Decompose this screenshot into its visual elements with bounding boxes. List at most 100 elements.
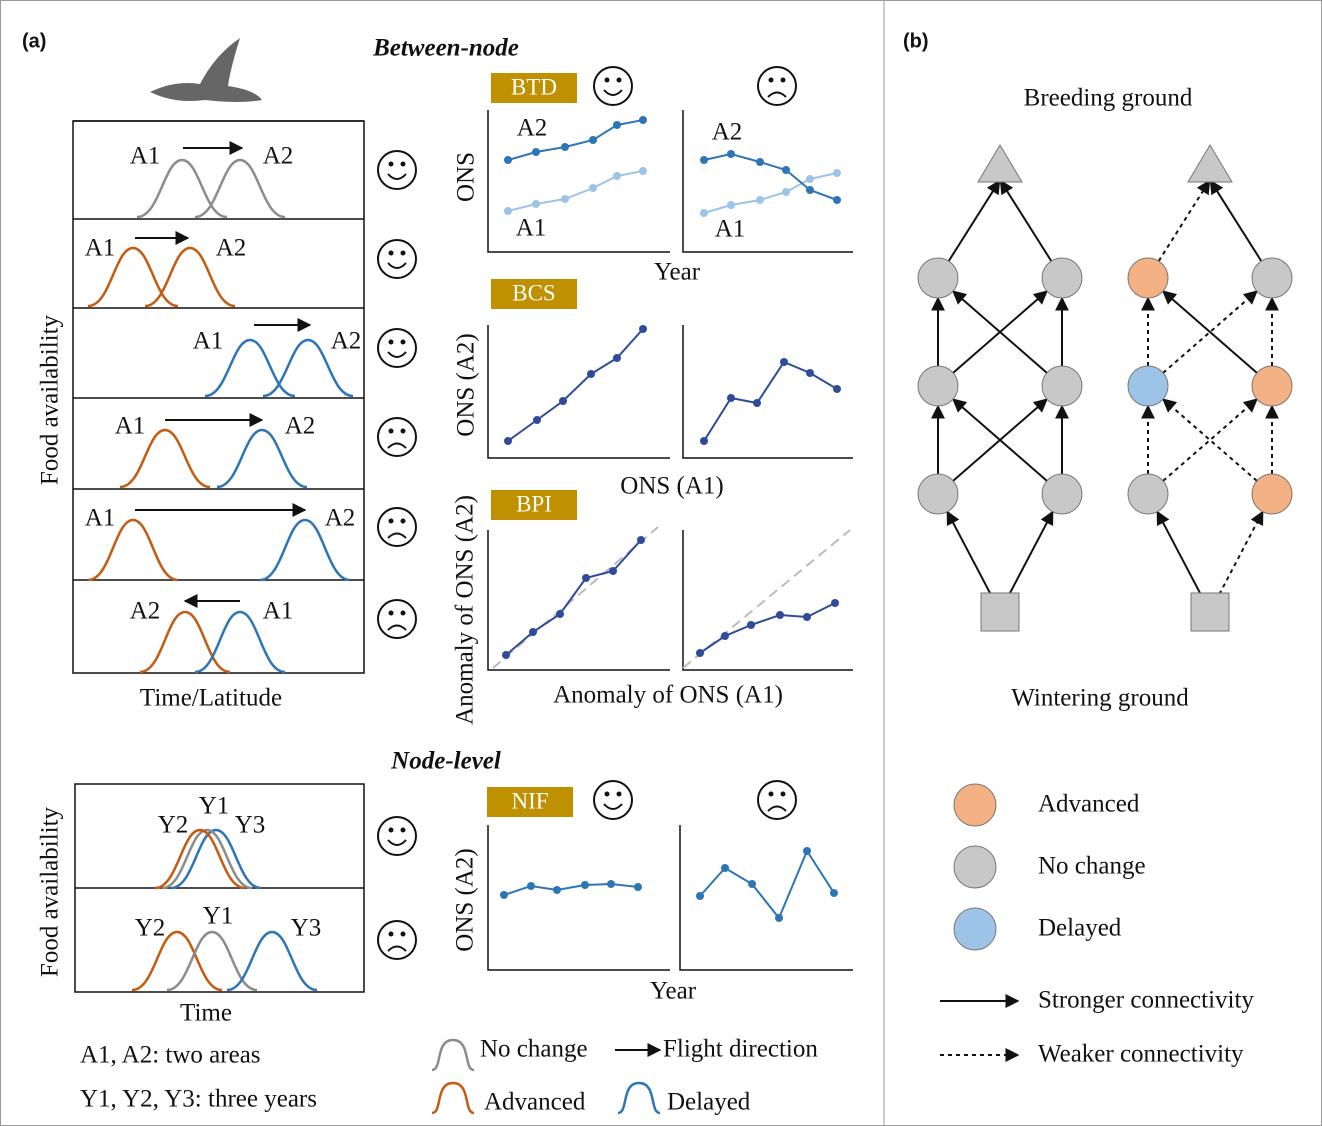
trend-point: [582, 574, 590, 582]
trend-point: [727, 150, 735, 158]
face: [377, 507, 417, 547]
year-label: Y3: [235, 812, 266, 839]
trend-point: [556, 610, 564, 618]
trend-point: [756, 158, 764, 166]
panel-label: (b): [903, 30, 929, 52]
face-mouth: [387, 173, 407, 180]
section-title: Node-level: [390, 748, 501, 775]
trend-point: [803, 847, 811, 855]
stopover-node: [917, 365, 959, 407]
face-eye: [604, 791, 610, 797]
stopover-node: [917, 257, 959, 299]
trend-point: [532, 148, 540, 156]
trend-point: [833, 196, 841, 204]
area-label: A2: [216, 235, 247, 262]
face-eye: [780, 791, 786, 797]
trend-point: [613, 354, 621, 362]
trend-point: [504, 207, 512, 215]
trend-point: [533, 416, 541, 424]
y-axis-label: ONS: [453, 152, 480, 202]
face: [377, 417, 417, 457]
year-label: Y2: [158, 812, 189, 839]
face: [593, 780, 633, 820]
trend-line: [703, 172, 838, 214]
trend-point: [607, 880, 615, 888]
trend-line: [703, 152, 838, 201]
face-eye: [616, 77, 622, 83]
trend-point: [696, 649, 704, 657]
y-axis-label: ONS (A2): [453, 333, 480, 436]
stopover-node: [1041, 473, 1083, 515]
food-curve: [170, 828, 262, 890]
trend-point: [639, 325, 647, 333]
trend-point: [696, 892, 704, 900]
area-label: A2: [285, 413, 316, 440]
food-curve: [262, 338, 354, 398]
face: [757, 780, 797, 820]
face: [377, 239, 417, 279]
trend-point: [527, 882, 535, 890]
trend-line: [507, 170, 644, 212]
food-curve: [431, 1081, 475, 1115]
food-curve: [154, 828, 246, 890]
legend-label: Delayed: [1038, 915, 1122, 942]
trend-point: [634, 883, 642, 891]
year-label: Y1: [203, 903, 234, 930]
food-curve: [216, 428, 308, 489]
note: Y1, Y2, Y3: three years: [80, 1086, 317, 1113]
trend-point: [553, 886, 561, 894]
x-axis-label: Time: [180, 1000, 232, 1027]
trend-point: [502, 651, 510, 659]
edge: [1156, 510, 1202, 595]
trend-point: [504, 156, 512, 164]
series-label: A2: [712, 119, 743, 146]
legend-label: Stronger connectivity: [1038, 987, 1254, 1014]
face: [593, 66, 633, 106]
legend-label: Advanced: [484, 1089, 586, 1116]
face-eye: [388, 428, 394, 434]
trend-line: [505, 539, 642, 656]
x-axis-label: Anomaly of ONS (A1): [553, 682, 783, 709]
trend-point: [721, 864, 729, 872]
trend-line: [703, 360, 838, 442]
face-eye: [768, 791, 774, 797]
edge: [1209, 179, 1263, 262]
area-label: A1: [85, 505, 116, 532]
face-mouth: [767, 91, 787, 98]
y-axis-label: Food availability: [37, 314, 64, 485]
region-label: Breeding ground: [1024, 85, 1193, 112]
panel-label: (a): [22, 30, 46, 52]
food-curve: [194, 610, 286, 674]
area-label: A1: [85, 235, 116, 262]
face-eye: [388, 931, 394, 937]
metric-tag: NIF: [511, 788, 548, 813]
face-mouth: [387, 945, 407, 952]
area-label: A2: [263, 143, 294, 170]
trend-point: [753, 399, 761, 407]
face-eye: [400, 827, 406, 833]
trend-point: [504, 437, 512, 445]
trend-point: [700, 437, 708, 445]
food-curve: [226, 930, 318, 992]
trend-point: [727, 201, 735, 209]
trend-point: [529, 628, 537, 636]
area-label: A1: [263, 598, 294, 625]
plot-axes: [682, 110, 853, 253]
trend-point: [700, 156, 708, 164]
trend-point: [500, 891, 508, 899]
trend-line: [699, 848, 835, 920]
food-curve: [617, 1081, 661, 1115]
trend-point: [833, 385, 841, 393]
trend-point: [782, 166, 790, 174]
tag-box: [491, 279, 577, 309]
edge: [952, 398, 1048, 482]
legend-label: No change: [480, 1036, 588, 1063]
series-label: A1: [516, 215, 547, 242]
face-mouth: [387, 624, 407, 631]
area-label: A1: [130, 143, 161, 170]
y-axis-label: Anomaly of ONS (A2): [452, 495, 479, 725]
face-eye: [400, 161, 406, 167]
trend-point: [776, 611, 784, 619]
area-label: A2: [331, 328, 362, 355]
plot-axes: [487, 325, 670, 459]
